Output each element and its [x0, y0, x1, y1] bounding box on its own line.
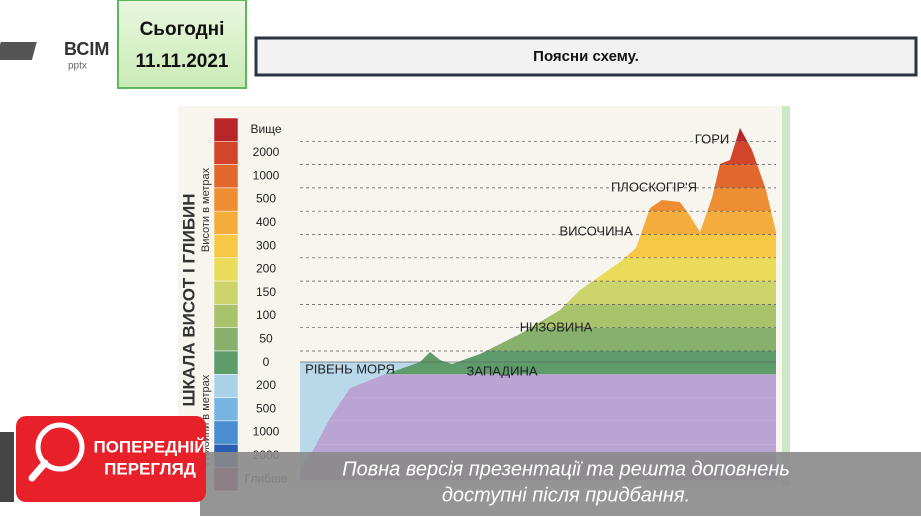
scale-band [213, 374, 239, 398]
scale-label: 400 [256, 215, 276, 229]
scale-label: 100 [256, 308, 276, 322]
magnifier-handle [28, 459, 49, 482]
scale-label: Вище [250, 122, 281, 136]
header-bar [254, 36, 918, 77]
note-line: Повна версія презентації та решта доповн… [342, 458, 790, 480]
preview-badge [16, 416, 206, 502]
date: 11.11.2021 [136, 51, 229, 72]
scale-band [213, 234, 239, 259]
chart-band [300, 397, 776, 421]
scale-band [213, 141, 239, 165]
scale-band [213, 350, 239, 375]
chart-band [300, 420, 776, 445]
landform: РІВЕНЬ МОРЯ [305, 361, 395, 376]
chart-band [300, 374, 776, 398]
landform: ГОРИ [695, 131, 729, 146]
landform: ПЛОСКОГІР'Я [611, 179, 697, 194]
scale-label: 150 [256, 285, 276, 299]
scale-band [213, 420, 239, 445]
scale-label: 500 [256, 401, 276, 415]
scale-label: 0 [263, 355, 270, 369]
note-bar [200, 452, 921, 516]
heights-label: Висоти в метрах [200, 167, 212, 252]
scale-label: 500 [256, 192, 276, 206]
scale-band [213, 117, 239, 142]
scale-label: 2000 [253, 145, 280, 159]
scale-label: 200 [256, 378, 276, 392]
logo-sub: pptx [68, 61, 87, 72]
magnifier [35, 422, 85, 472]
scale-band [213, 397, 239, 422]
scale-label: 200 [256, 262, 276, 276]
date-box [117, 0, 247, 89]
side-strip [0, 432, 14, 502]
scale-band [213, 280, 239, 305]
scale-label: 50 [259, 332, 273, 346]
scale-band [213, 164, 239, 189]
landform: ВИСОЧИНА [559, 223, 632, 238]
scale-band [213, 327, 239, 352]
scale-band [213, 257, 239, 282]
logo-icon [0, 42, 37, 60]
landform: ЗАПАДИНА [466, 363, 537, 378]
badge-line: ПОПЕРЕДНІЙ [93, 437, 206, 456]
scale-title: ШКАЛА ВИСОТ І ГЛИБИН [179, 193, 198, 406]
badge-line: ПЕРЕГЛЯД [104, 459, 196, 478]
scale-band [213, 187, 239, 212]
note-line: доступні після придбання. [442, 484, 690, 506]
sea-water [300, 362, 420, 470]
header-title: Поясни схему. [533, 48, 639, 65]
logo-text: ВСІМ [64, 39, 109, 59]
scale-label: 1000 [253, 168, 280, 182]
logo: ВСІМ pptx [0, 39, 109, 72]
date-label: Сьогодні [140, 19, 225, 40]
diagram-edge [782, 106, 790, 486]
scale-band [213, 304, 239, 328]
scale-label: 1000 [253, 425, 280, 439]
scale-label: 300 [256, 238, 276, 252]
landform: НИЗОВИНА [520, 319, 593, 334]
scale-band [213, 210, 239, 235]
